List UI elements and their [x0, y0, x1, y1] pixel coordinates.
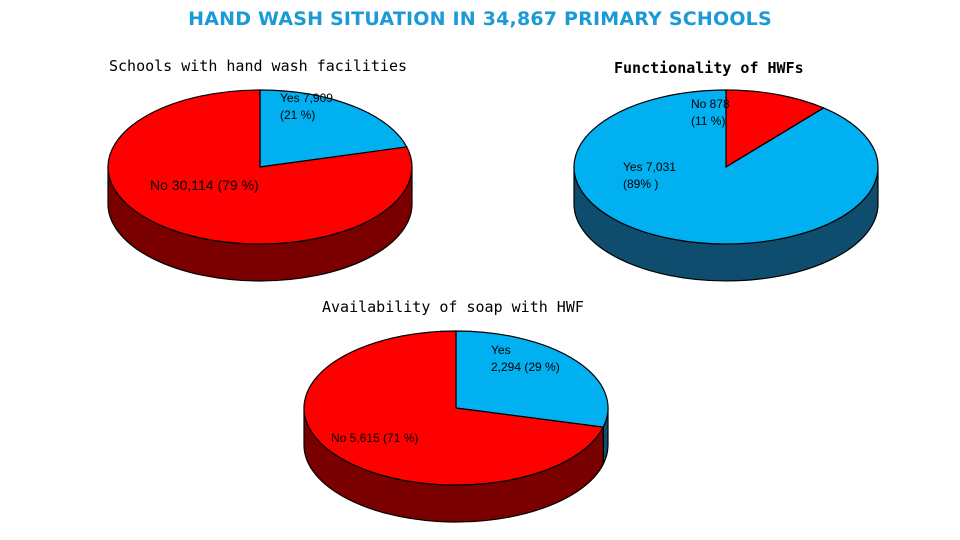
slice-label-no: No 30,114 (79 %) [150, 177, 259, 193]
slice-label-yes-pct: (21 %) [280, 108, 315, 122]
slice-no [107, 89, 413, 245]
slice-no [303, 330, 605, 486]
chart-title-functionality: Functionality of HWFs [614, 59, 804, 77]
slice-yes [455, 330, 609, 428]
chart-title-hand-wash-facilities: Schools with hand wash facilities [109, 57, 408, 75]
page-title: HAND WASH SITUATION IN 34,867 PRIMARY SC… [188, 8, 772, 30]
pie-hand-wash-facilities [107, 89, 413, 282]
slice-yes [259, 89, 408, 168]
slice-label-yes-value: 2,294 (29 %) [491, 360, 560, 374]
pie-soap-availability [303, 330, 609, 523]
slice-label-yes: Yes 7,031 [623, 160, 676, 174]
slice-label-yes: Yes [491, 343, 511, 357]
slice-label-yes: Yes 7,909 [280, 91, 333, 105]
slice-no [725, 89, 825, 169]
slice-label-yes-pct: (89% ) [623, 177, 658, 191]
chart-title-soap-availability: Availability of soap with HWF [322, 298, 584, 316]
slice-label-no: No 5,615 (71 %) [331, 431, 418, 445]
pie-functionality [573, 89, 879, 282]
slice-label-no: No 878 [691, 97, 730, 111]
slice-label-no-pct: (11 %) [691, 114, 725, 128]
slice-yes [573, 89, 879, 245]
